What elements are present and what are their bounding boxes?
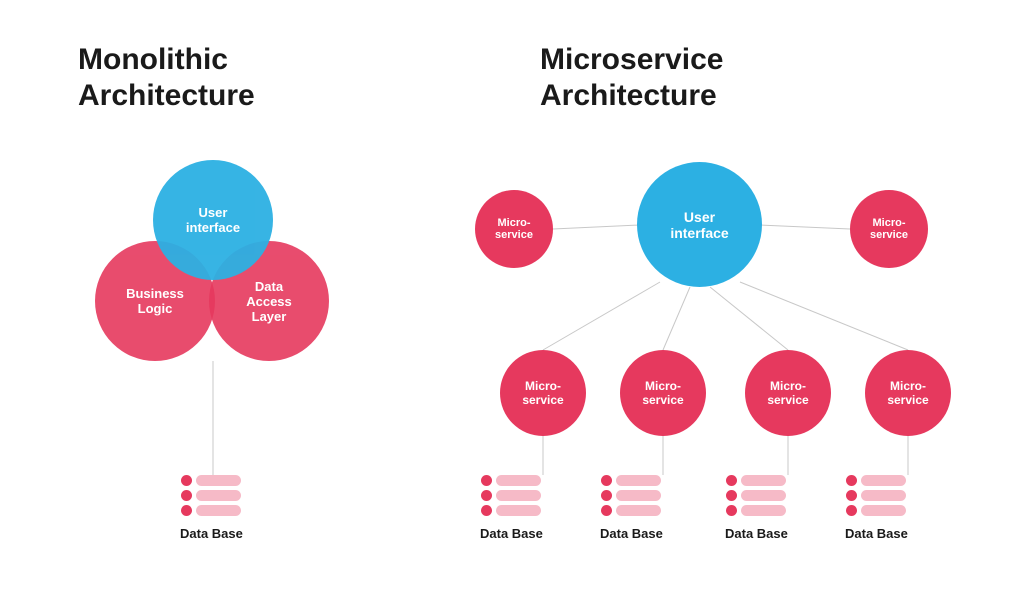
microservice-bottom-2: Micro- service	[745, 350, 831, 436]
microservice-bottom-3: Micro- service	[865, 350, 951, 436]
microservice-side-1: Micro- service	[850, 190, 928, 268]
monolithic-bl-label: Business Logic	[126, 286, 184, 316]
microservice-side-0: Micro- service	[475, 190, 553, 268]
microservice-database-icon-0: Data Base	[480, 475, 543, 541]
microservice-bottom-0: Micro- service	[500, 350, 586, 436]
database-label: Data Base	[180, 526, 243, 541]
monolithic-title: Monolithic Architecture	[78, 42, 255, 114]
monolithic-ui-label: User interface	[186, 205, 240, 235]
database-label: Data Base	[725, 526, 788, 541]
microservice-database-icon-3: Data Base	[845, 475, 908, 541]
microservice-bottom-1-label: Micro- service	[642, 379, 683, 407]
microservice-bottom-2-label: Micro- service	[767, 379, 808, 407]
monolithic-database-icon: Data Base	[180, 475, 243, 541]
microservice-side-0-label: Micro- service	[495, 217, 533, 241]
database-label: Data Base	[480, 526, 543, 541]
microservice-database-icon-2: Data Base	[725, 475, 788, 541]
microservice-ui-circle: User interface	[637, 162, 762, 287]
microservice-title: Microservice Architecture	[540, 42, 723, 114]
database-label: Data Base	[600, 526, 663, 541]
microservice-bottom-0-label: Micro- service	[522, 379, 563, 407]
database-label: Data Base	[845, 526, 908, 541]
monolithic-dal-label: Data Access Layer	[246, 279, 292, 324]
monolithic-ui-circle: User interface	[153, 160, 273, 280]
microservice-side-1-label: Micro- service	[870, 217, 908, 241]
microservice-bottom-3-label: Micro- service	[887, 379, 928, 407]
microservice-database-icon-1: Data Base	[600, 475, 663, 541]
microservice-bottom-1: Micro- service	[620, 350, 706, 436]
microservice-ui-label: User interface	[670, 209, 728, 241]
